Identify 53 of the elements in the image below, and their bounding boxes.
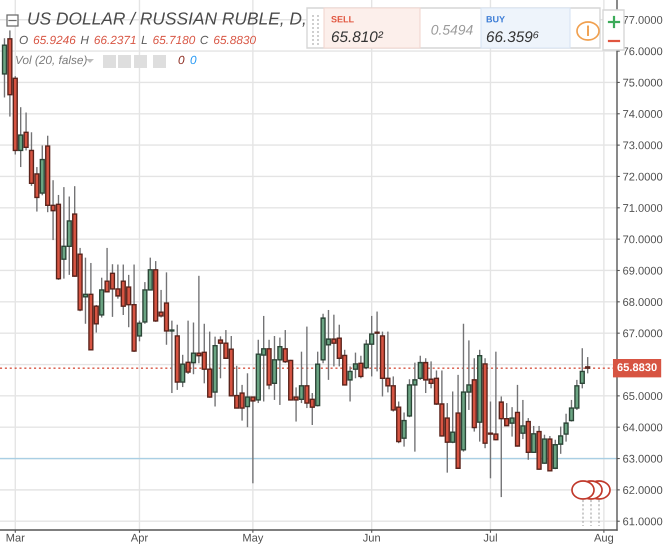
candlestick: [580, 348, 585, 390]
candlestick: [190, 322, 196, 375]
y-tick-label: 61.0000: [623, 517, 662, 526]
candlestick: [298, 350, 304, 404]
candlestick: [23, 112, 29, 152]
y-tick-label: 70.0000: [623, 235, 662, 244]
candlestick: [244, 372, 250, 428]
text: US DOLLAR / RUSSIAN RUBLE, D,: [28, 12, 305, 27]
annotation: 0: [190, 56, 196, 64]
x-tick-label: Aug: [594, 534, 614, 544]
annotation: BUY: [486, 16, 505, 22]
candlestick: [250, 396, 256, 484]
x-tick-label: May: [243, 534, 264, 544]
x-tick-label: Apr: [130, 534, 148, 544]
y-tick-label: 76.0000: [623, 47, 662, 56]
annotation: 0.5494: [431, 24, 473, 35]
candlestick: [18, 106, 24, 168]
x-tick-label: Jun: [362, 534, 380, 542]
candlestick: [509, 406, 515, 438]
ref-line-label: 65.8830: [617, 363, 657, 372]
text: O 65.9246 H 66.2371 L 65.7180 C 65.8830: [20, 36, 256, 44]
candlestick: [180, 354, 186, 388]
annotation: 66.359⁶: [486, 31, 539, 42]
y-tick-label: 64.0000: [623, 423, 662, 432]
candlestick: [450, 390, 456, 444]
y-tick-label: 63.0000: [623, 454, 662, 463]
y-tick-label: 62.0000: [623, 486, 662, 494]
y-tick-label: 75.0000: [623, 78, 662, 87]
annotation: 0: [178, 56, 184, 64]
y-tick-label: 73.0000: [623, 141, 662, 150]
candlestick: [352, 352, 358, 379]
candlestick: [136, 320, 142, 342]
candlestick: [520, 399, 526, 440]
annotation: 65.810²: [332, 31, 384, 42]
y-tick-label: 71.0000: [623, 204, 662, 212]
candlestick: [82, 256, 88, 324]
annotation: Vol (20, false): [16, 56, 87, 66]
x-tick-label: Mar: [6, 534, 25, 542]
y-tick-label: 74.0000: [623, 110, 662, 118]
candlestick: [347, 366, 353, 402]
candlestick: [401, 412, 407, 448]
y-tick-label: 68.0000: [623, 298, 662, 306]
y-tick-label: 67.0000: [623, 329, 662, 338]
annotation: SELL: [331, 16, 354, 22]
y-tick-label: 72.0000: [623, 172, 662, 181]
x-tick-label: Jul: [484, 533, 497, 542]
y-tick-label: 65.0000: [623, 392, 662, 400]
candlestick: [418, 355, 423, 381]
y-tick-label: 77.0000: [623, 16, 662, 24]
candlestick: [531, 425, 536, 454]
candlestick: [563, 413, 569, 442]
y-tick-label: 69.0000: [623, 266, 662, 275]
candlestick: [169, 320, 175, 394]
